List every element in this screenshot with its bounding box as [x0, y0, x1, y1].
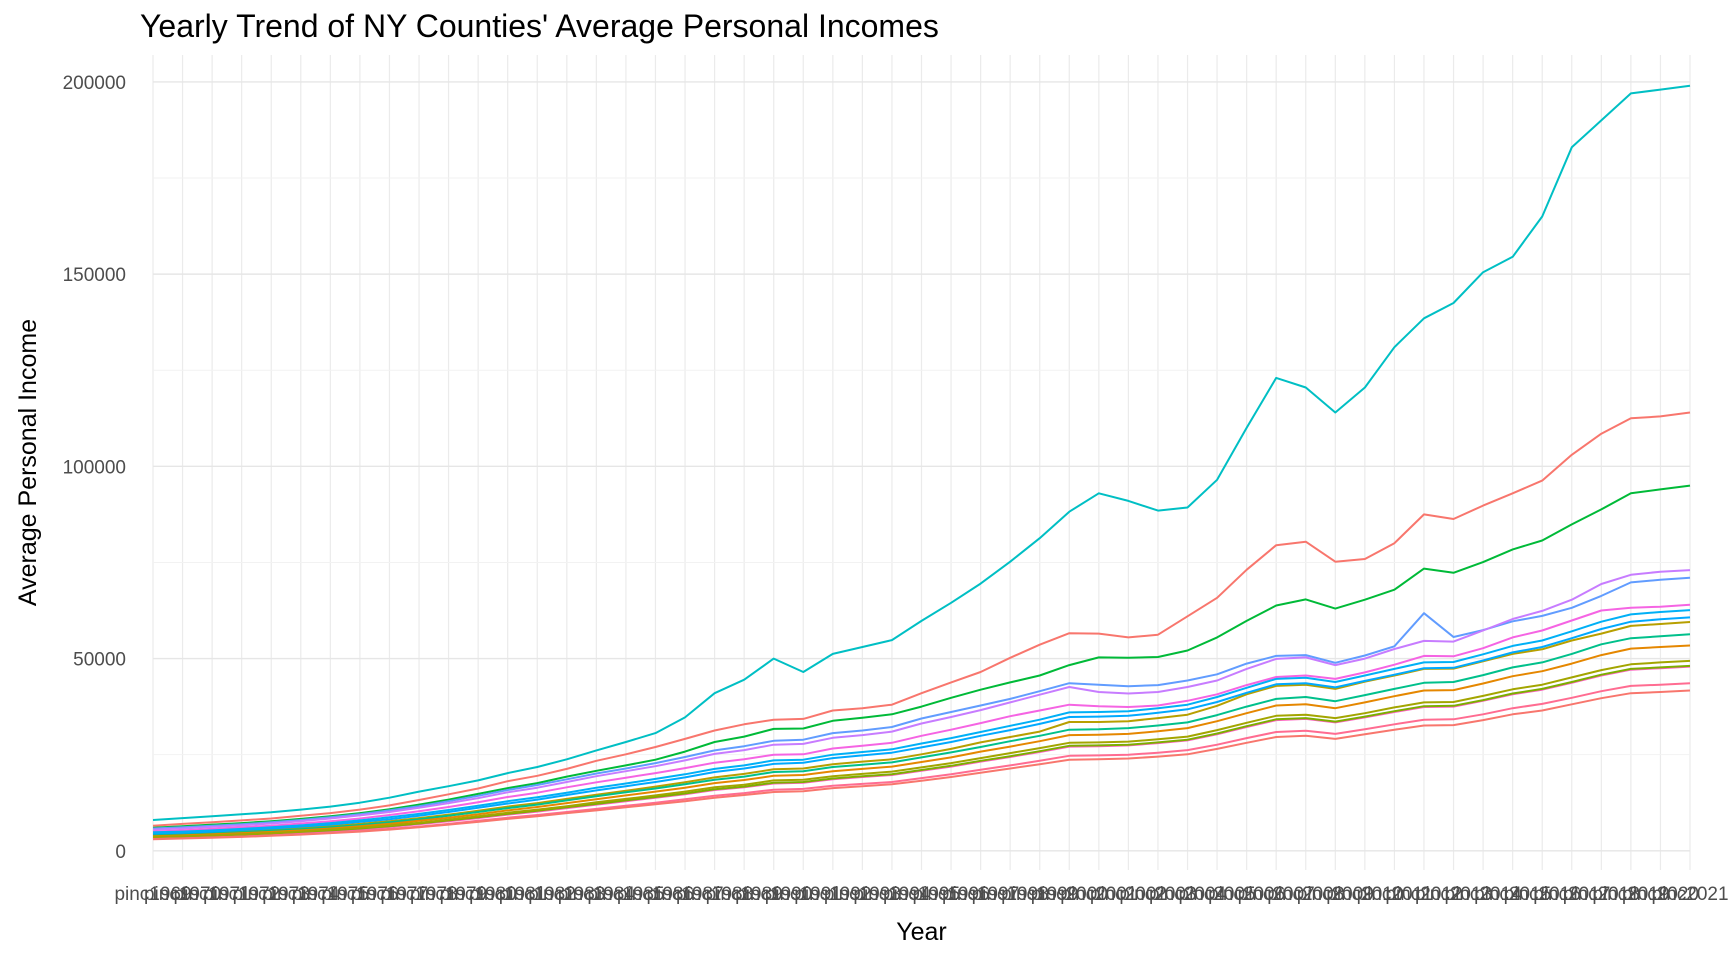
x-tick-label: pinc1984	[558, 884, 636, 905]
x-tick-label: pinc2017	[1533, 884, 1610, 905]
series-line	[152, 603, 1691, 833]
x-tick-label: pinc1988	[676, 884, 753, 905]
x-tick-label: pinc1979	[410, 884, 487, 905]
x-tick-label: pinc1972	[203, 884, 280, 905]
series-line	[152, 689, 1691, 841]
x-axis-title: Year	[896, 918, 947, 946]
y-tick-label: 150000	[63, 265, 126, 286]
x-tick-label: pinc1973	[233, 884, 310, 905]
x-tick-label: pinc1994	[853, 884, 931, 905]
series-line	[152, 484, 1691, 829]
x-tick-label: pinc2012	[1385, 884, 1462, 905]
x-tick-labels: pinc1969pinc1970pinc1971pinc1972pinc1973…	[114, 884, 1728, 905]
x-tick-label: pinc1975	[292, 884, 369, 905]
x-tick-label: pinc2015	[1474, 884, 1551, 905]
x-tick-label: pinc2004	[1149, 884, 1227, 905]
x-tick-label: pinc2018	[1563, 884, 1640, 905]
gridlines	[152, 55, 1691, 870]
x-tick-label: pinc1981	[469, 884, 546, 905]
x-tick-label: pinc1971	[174, 884, 251, 905]
x-tick-label: pinc1991	[765, 884, 842, 905]
x-tick-label: pinc1969	[114, 884, 191, 905]
x-tick-label: pinc1993	[824, 884, 901, 905]
series-line	[152, 616, 1691, 835]
x-tick-label: pinc1987	[646, 884, 723, 905]
y-tick-labels: 0 50000 100000 150000 200000	[63, 73, 126, 863]
x-tick-label: pinc1992	[794, 884, 871, 905]
y-tick-label: 0	[115, 842, 126, 863]
x-tick-label: pinc1996	[912, 884, 989, 905]
series-line	[152, 411, 1691, 827]
y-tick-label: 100000	[63, 457, 126, 478]
x-tick-label: pinc1982	[499, 884, 576, 905]
x-tick-label: pinc1989	[706, 884, 783, 905]
x-tick-label: pinc1985	[587, 884, 664, 905]
x-tick-label: pinc1986	[617, 884, 694, 905]
x-tick-label: pinc2013	[1415, 884, 1492, 905]
x-tick-label: pinc1983	[528, 884, 605, 905]
series-line	[152, 659, 1691, 838]
series-line	[152, 633, 1691, 837]
x-tick-label: pinc2005	[1179, 884, 1256, 905]
y-tick-label: 50000	[73, 650, 126, 671]
x-tick-label: pinc1997	[942, 884, 1019, 905]
x-tick-label: pinc1970	[144, 884, 221, 905]
x-tick-label: pinc2001	[1060, 884, 1137, 905]
x-tick-label: pinc2011	[1357, 884, 1433, 905]
x-tick-label: pinc2016	[1504, 884, 1581, 905]
x-tick-label: pinc2007	[1238, 884, 1315, 905]
series-line	[152, 609, 1691, 834]
x-tick-label: pinc2021	[1651, 884, 1728, 905]
x-tick-label: pinc1998	[972, 884, 1049, 905]
x-tick-label: pinc2000	[1031, 884, 1108, 905]
y-axis-title: Average Personal Income	[14, 319, 42, 606]
x-tick-label: pinc1980	[440, 884, 517, 905]
x-tick-label: pinc2003	[1119, 884, 1196, 905]
x-tick-label: pinc1995	[883, 884, 960, 905]
x-tick-label: pinc2009	[1297, 884, 1374, 905]
x-tick-label: pinc1990	[735, 884, 812, 905]
x-tick-label: pinc2008	[1267, 884, 1344, 905]
x-tick-label: pinc1977	[351, 884, 428, 905]
series-lines	[152, 84, 1691, 841]
x-tick-label: pinc1999	[1001, 884, 1078, 905]
series-line	[152, 644, 1691, 838]
x-tick-label: pinc2020	[1622, 884, 1699, 905]
x-tick-label: pinc2002	[1090, 884, 1167, 905]
y-tick-label: 200000	[63, 73, 126, 94]
series-line	[152, 84, 1691, 821]
x-tick-label: pinc1978	[380, 884, 457, 905]
series-line	[152, 569, 1691, 831]
chart-title: Yearly Trend of NY Counties' Average Per…	[140, 8, 939, 44]
x-tick-label: pinc2019	[1592, 884, 1669, 905]
x-tick-label: pinc1974	[262, 884, 340, 905]
x-tick-label: pinc2010	[1326, 884, 1403, 905]
x-tick-label: pinc2006	[1208, 884, 1285, 905]
x-tick-label: pinc1976	[321, 884, 398, 905]
series-line	[152, 576, 1691, 830]
x-tick-label: pinc2014	[1445, 884, 1523, 905]
